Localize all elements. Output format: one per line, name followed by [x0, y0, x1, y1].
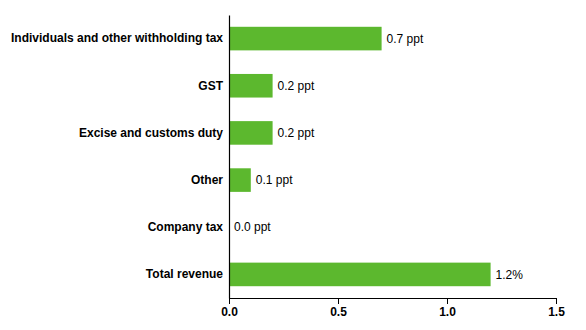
y-tick: GST — [198, 79, 229, 93]
y-tick-label: Excise and customs duty — [79, 126, 223, 140]
plot: 0.0 0.5 1.0 1.5 Total revenue Company tax Othe… — [11, 16, 565, 319]
data-label: 0.2 ppt — [278, 79, 315, 93]
x-tick-label: 0.0 — [221, 305, 238, 319]
x-tick-label: 1.0 — [439, 305, 456, 319]
y-axis-line — [229, 16, 230, 299]
y-tick-label: Other — [191, 173, 223, 187]
data-label: 0.2 ppt — [278, 126, 315, 140]
data-label: 0.0 ppt — [234, 220, 271, 234]
y-axis: Total revenue Company tax Other Excise and … — [11, 16, 230, 299]
y-tick-label: Company tax — [148, 220, 224, 234]
bar — [229, 27, 382, 51]
x-axis: 0.0 0.5 1.0 1.5 — [221, 298, 565, 319]
bars — [229, 27, 491, 286]
chart: 0.0 0.5 1.0 1.5 Total revenue Company tax Othe… — [0, 0, 586, 330]
y-tick: Excise and customs duty — [79, 126, 229, 140]
data-label: 0.1 ppt — [256, 173, 293, 187]
bar — [229, 121, 273, 145]
y-tick: Company tax — [148, 220, 229, 234]
x-tick-mark — [229, 298, 230, 304]
bar — [229, 74, 273, 98]
x-tick-mark — [338, 298, 339, 304]
x-tick: 1.5 — [548, 298, 565, 319]
y-tick: Individuals and other withholding tax — [11, 31, 229, 45]
x-tick-label: 1.5 — [548, 305, 565, 319]
x-tick: 0.5 — [330, 298, 347, 319]
y-tick: Other — [191, 173, 229, 187]
bar — [229, 168, 251, 192]
data-labels: 1.2% 0.0 ppt 0.1 ppt 0.2 ppt 0.2 ppt 0.7 ppt — [234, 32, 523, 282]
x-tick: 1.0 — [439, 298, 456, 319]
x-tick: 0.0 — [221, 298, 238, 319]
x-axis-line — [230, 299, 557, 305]
y-tick-label: Individuals and other withholding tax — [11, 31, 223, 45]
data-label: 1.2% — [496, 268, 524, 282]
y-tick: Total revenue — [146, 267, 229, 281]
x-tick-label: 0.5 — [330, 305, 347, 319]
data-label: 0.7 ppt — [387, 32, 424, 46]
bar — [229, 263, 491, 287]
x-tick-mark — [556, 298, 557, 304]
y-tick-label: Total revenue — [146, 267, 223, 281]
x-tick-mark — [447, 298, 448, 304]
y-tick-label: GST — [198, 79, 223, 93]
